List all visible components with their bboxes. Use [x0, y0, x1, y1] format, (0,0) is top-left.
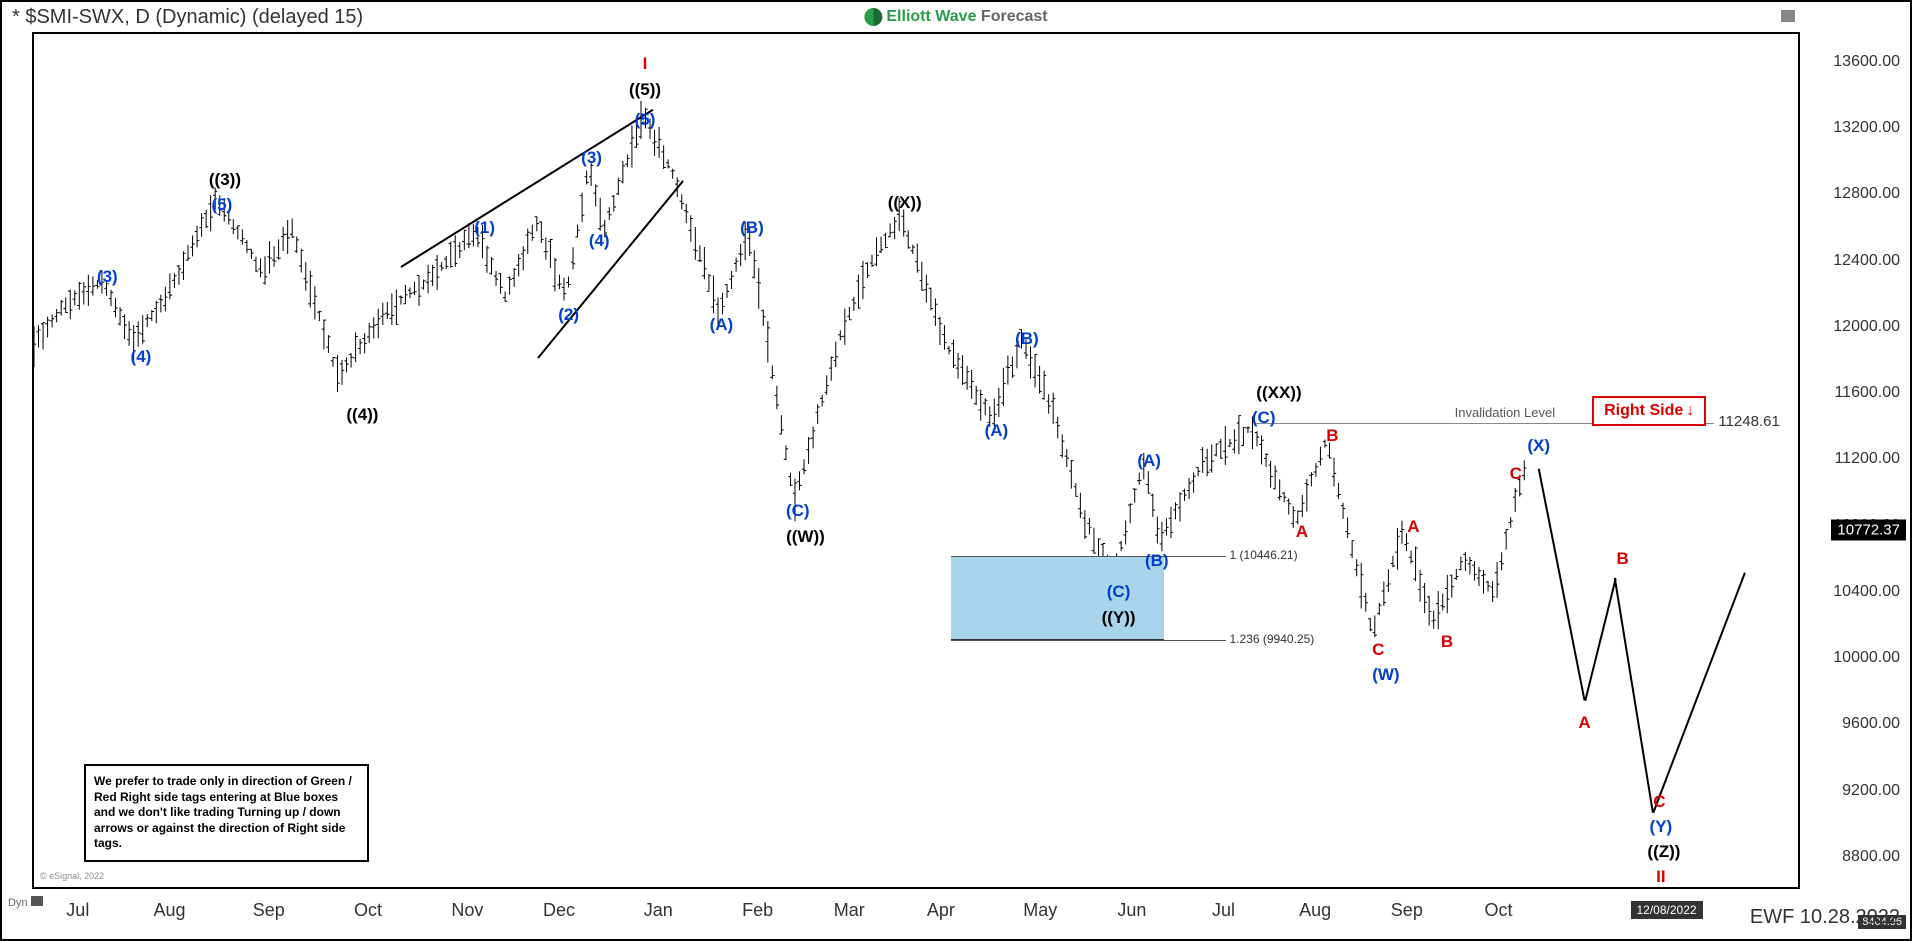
wave-label: C	[1372, 640, 1384, 660]
logo-text1: Elliott Wave	[886, 8, 976, 25]
x-tick: Mar	[834, 900, 865, 921]
x-tick: May	[1023, 900, 1057, 921]
wave-label: A	[1296, 522, 1308, 542]
wave-label: ((5))	[629, 80, 661, 100]
x-tick: Nov	[451, 900, 483, 921]
logo-icon	[864, 8, 882, 26]
wave-label: (Y)	[1650, 817, 1673, 837]
wave-label: (2)	[558, 305, 579, 325]
x-tick: Oct	[354, 900, 382, 921]
wave-label: (X)	[1527, 436, 1550, 456]
wave-label: II	[1656, 867, 1665, 887]
wave-label: (1)	[474, 218, 495, 238]
plot-area[interactable]: 1 (10446.21) 1.236 (9940.25) Invalidation …	[32, 32, 1800, 889]
wave-label: (5)	[212, 195, 233, 215]
wave-label: C	[1510, 464, 1522, 484]
y-tick: 8800.00	[1842, 848, 1900, 866]
wave-label: A	[1578, 713, 1590, 733]
current-price-box: 10772.37	[1831, 520, 1906, 541]
wave-label: (B)	[740, 218, 764, 238]
fib-line	[951, 640, 1226, 641]
y-tick: 9600.00	[1842, 715, 1900, 733]
fib-line	[951, 556, 1226, 557]
wave-label: (5)	[635, 110, 656, 130]
invalidation-price: 11248.61	[1718, 413, 1779, 430]
wave-label: ((XX))	[1256, 383, 1301, 403]
wave-label: (4)	[131, 347, 152, 367]
wave-label: (A)	[710, 315, 734, 335]
date-marker: 12/08/2022	[1630, 901, 1702, 919]
wave-label: (B)	[1145, 551, 1169, 571]
y-tick: 13600.00	[1833, 53, 1900, 71]
wave-label: (C)	[786, 501, 810, 521]
y-tick: 11600.00	[1834, 384, 1900, 402]
x-tick: Sep	[1391, 900, 1423, 921]
wave-label: B	[1326, 426, 1338, 446]
wave-label: ((W))	[786, 527, 825, 547]
footer-date: EWF 10.28.2022	[1750, 906, 1900, 929]
y-tick: 12800.00	[1833, 185, 1900, 203]
x-tick: Jun	[1117, 900, 1146, 921]
wave-label: (W)	[1372, 665, 1399, 685]
x-tick: Jan	[644, 900, 673, 921]
wave-label: (4)	[589, 231, 610, 251]
fib-label: 1 (10446.21)	[1230, 548, 1298, 562]
wave-label: (A)	[1137, 451, 1161, 471]
y-tick: 13200.00	[1833, 119, 1900, 137]
price-bars	[34, 34, 1798, 887]
wave-label: (C)	[1107, 582, 1131, 602]
x-tick: Jul	[66, 900, 89, 921]
wave-label: ((3))	[209, 170, 241, 190]
wave-label: ((X))	[888, 193, 922, 213]
wave-label: A	[1407, 517, 1419, 537]
wave-label: C	[1653, 792, 1665, 812]
wave-label: (A)	[985, 421, 1009, 441]
wave-label: B	[1617, 549, 1629, 569]
logo-text2: Forecast	[976, 8, 1047, 25]
wave-label: I	[643, 54, 648, 74]
x-tick: Apr	[927, 900, 955, 921]
x-tick: Sep	[253, 900, 285, 921]
wave-label: B	[1441, 632, 1453, 652]
wave-label: ((4))	[346, 405, 378, 425]
x-tick: Feb	[742, 900, 773, 921]
fib-label: 1.236 (9940.25)	[1230, 632, 1315, 646]
window-icon[interactable]	[1781, 10, 1795, 22]
wave-label: (3)	[97, 267, 118, 287]
disclaimer-box: We prefer to trade only in direction of …	[84, 764, 369, 862]
x-tick: Dec	[543, 900, 575, 921]
wave-label: (C)	[1252, 408, 1276, 428]
x-axis: Jul Aug Sep Oct Nov Dec Jan Feb Mar Apr May Jun Jul A…	[32, 889, 1800, 939]
y-tick: 10000.00	[1833, 649, 1900, 667]
y-tick: 9200.00	[1842, 782, 1900, 800]
y-tick: 11200.00	[1834, 450, 1900, 468]
x-tick: Oct	[1484, 900, 1512, 921]
copyright: © eSignal, 2022	[40, 871, 104, 881]
chart-container: * $SMI-SWX, D (Dynamic) (delayed 15) Ell…	[0, 0, 1912, 941]
chart-title: * $SMI-SWX, D (Dynamic) (delayed 15)	[12, 6, 363, 29]
x-tick: Aug	[1299, 900, 1331, 921]
x-tick: Aug	[153, 900, 185, 921]
y-tick: 12400.00	[1833, 252, 1900, 270]
right-side-box: Right Side	[1592, 396, 1706, 426]
logo: Elliott Wave Forecast	[864, 8, 1047, 26]
wave-label: (3)	[581, 148, 602, 168]
wave-label: ((Y))	[1102, 608, 1136, 628]
wave-label: ((Z))	[1647, 842, 1680, 862]
y-axis: 13600.00 13200.00 12800.00 12400.00 12000.00…	[1800, 32, 1910, 889]
x-tick: Jul	[1212, 900, 1235, 921]
y-tick: 12000.00	[1833, 318, 1900, 336]
invalidation-label: Invalidation Level	[1455, 405, 1555, 420]
wave-label: (B)	[1015, 329, 1039, 349]
y-tick: 10400.00	[1833, 583, 1900, 601]
